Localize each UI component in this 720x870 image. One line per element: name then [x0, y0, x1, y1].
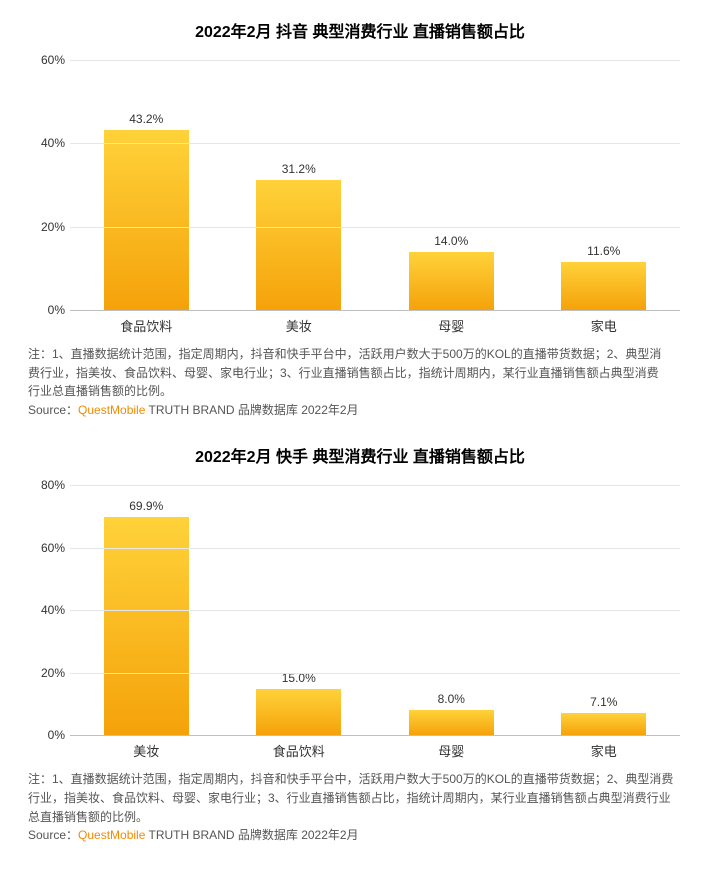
- y-tick-label: 60%: [41, 541, 65, 555]
- source-brand: QuestMobile: [78, 828, 145, 842]
- chart-title: 2022年2月 快手 典型消费行业 直播销售额占比: [0, 425, 720, 475]
- grid-line: [70, 310, 680, 311]
- bars-container: 43.2% 31.2% 14.0%11.6%: [70, 60, 680, 310]
- source-line: Source：QuestMobile TRUTH BRAND 品牌数据库 202…: [28, 403, 359, 417]
- bar-value-label: 8.0%: [375, 692, 528, 706]
- y-tick-label: 80%: [41, 478, 65, 492]
- bar-value-label: 31.2%: [223, 162, 376, 176]
- bar-rect: [561, 713, 646, 735]
- x-tick-label: 母婴: [375, 316, 528, 335]
- bar-slot: 43.2%: [70, 60, 223, 310]
- y-tick-label: 20%: [41, 220, 65, 234]
- source-prefix: Source：: [28, 403, 78, 417]
- footnote: 注：1、直播数据统计范围，指定周期内，抖音和快手平台中，活跃用户数大于500万的…: [0, 335, 720, 425]
- plot-area: 0%20%40%60%80% 69.9%15.0%8.0%7.1%: [70, 485, 680, 735]
- footnote-line: 总直播销售额的比例。: [28, 810, 148, 824]
- x-tick-label: 美妆: [223, 316, 376, 335]
- y-tick-label: 20%: [41, 666, 65, 680]
- x-tick-label: 食品饮料: [223, 741, 376, 760]
- y-tick-label: 40%: [41, 136, 65, 150]
- x-tick-label: 美妆: [70, 741, 223, 760]
- bar-value-label: 11.6%: [528, 244, 681, 258]
- bar-slot: 11.6%: [528, 60, 681, 310]
- x-tick-label: 母婴: [375, 741, 528, 760]
- x-tick-label: 家电: [528, 316, 681, 335]
- bar-rect: [561, 262, 646, 310]
- bar-rect: [409, 252, 494, 310]
- grid-line: [70, 143, 680, 144]
- x-axis-labels: 食品饮料美妆母婴家电: [70, 316, 680, 335]
- y-tick-label: 40%: [41, 603, 65, 617]
- chart-kuaishou: 2022年2月 快手 典型消费行业 直播销售额占比 0%20%40%60%80%…: [0, 425, 720, 850]
- bar-rect: [104, 517, 189, 735]
- y-tick-label: 0%: [48, 303, 65, 317]
- bar-rect: [256, 180, 341, 310]
- bar-value-label: 43.2%: [70, 112, 223, 126]
- source-line: Source：QuestMobile TRUTH BRAND 品牌数据库 202…: [28, 828, 359, 842]
- y-axis: 0%20%40%60%80%: [25, 485, 65, 735]
- grid-line: [70, 735, 680, 736]
- grid-line: [70, 548, 680, 549]
- footnote: 注：1、直播数据统计范围，指定周期内，抖音和快手平台中，活跃用户数大于500万的…: [0, 760, 720, 850]
- y-tick-label: 0%: [48, 728, 65, 742]
- y-tick-label: 60%: [41, 53, 65, 67]
- bar-rect: [104, 130, 189, 310]
- chart-douyin: 2022年2月 抖音 典型消费行业 直播销售额占比 0% 20% 40% 60% 43…: [0, 0, 720, 425]
- grid-line: [70, 485, 680, 486]
- source-brand: QuestMobile: [78, 403, 145, 417]
- footnote-line: 行业总直播销售额的比例。: [28, 384, 172, 398]
- source-rest: TRUTH BRAND 品牌数据库 2022年2月: [145, 828, 358, 842]
- bar-rect: [256, 689, 341, 736]
- source-rest: TRUTH BRAND 品牌数据库 2022年2月: [145, 403, 358, 417]
- grid-line: [70, 610, 680, 611]
- grid-line: [70, 227, 680, 228]
- grid-line: [70, 60, 680, 61]
- bar-value-label: 14.0%: [375, 234, 528, 248]
- bar-value-label: 7.1%: [528, 695, 681, 709]
- x-tick-label: 食品饮料: [70, 316, 223, 335]
- footnote-line: 注：1、直播数据统计范围，指定周期内，抖音和快手平台中，活跃用户数大于500万的…: [28, 347, 661, 361]
- bar-slot: 31.2%: [223, 60, 376, 310]
- grid-line: [70, 673, 680, 674]
- footnote-line: 行业，指美妆、食品饮料、母婴、家电行业；3、行业直播销售额占比，指统计周期内，某…: [28, 791, 671, 805]
- source-prefix: Source：: [28, 828, 78, 842]
- footnote-line: 注：1、直播数据统计范围，指定周期内，抖音和快手平台中，活跃用户数大于500万的…: [28, 772, 673, 786]
- bar-rect: [409, 710, 494, 735]
- y-axis: 0%20%40%60%: [25, 60, 65, 310]
- bar-value-label: 69.9%: [70, 499, 223, 513]
- x-axis-labels: 美妆食品饮料母婴家电: [70, 741, 680, 760]
- plot-area: 0%20%40%60% 43.2%31.2%14.0%11.6%: [70, 60, 680, 310]
- bar-slot: 14.0%: [375, 60, 528, 310]
- chart-title: 2022年2月 抖音 典型消费行业 直播销售额占比: [0, 0, 720, 50]
- x-tick-label: 家电: [528, 741, 681, 760]
- footnote-line: 费行业，指美妆、食品饮料、母婴、家电行业；3、行业直播销售额占比，指统计周期内，…: [28, 366, 659, 380]
